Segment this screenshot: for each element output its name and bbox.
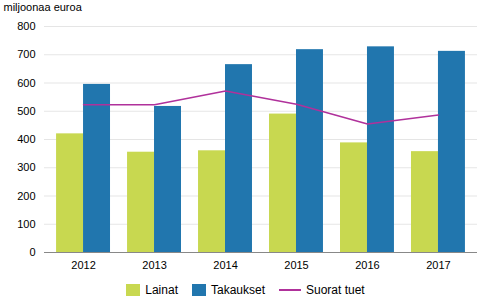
svg-text:800: 800 <box>17 20 35 32</box>
svg-text:400: 400 <box>17 133 35 145</box>
svg-text:200: 200 <box>17 190 35 202</box>
svg-text:0: 0 <box>29 246 35 258</box>
html-text:Lainat: Lainat <box>145 283 178 297</box>
svg-text:2017: 2017 <box>426 259 450 271</box>
svg-text:2015: 2015 <box>284 259 308 271</box>
svg-text:300: 300 <box>17 161 35 173</box>
html-text:Suorat tuet: Suorat tuet <box>306 283 365 297</box>
html-text:Takaukset: Takaukset <box>211 283 265 297</box>
svg-text:500: 500 <box>17 105 35 117</box>
svg-text:700: 700 <box>17 48 35 60</box>
svg-text:2012: 2012 <box>71 259 95 271</box>
svg-text:2013: 2013 <box>142 259 166 271</box>
svg-text:miljoonaa euroa: miljoonaa euroa <box>4 1 83 13</box>
svg-text:100: 100 <box>17 218 35 230</box>
svg-text:2016: 2016 <box>355 259 379 271</box>
svg-text:2014: 2014 <box>213 259 237 271</box>
svg-text:600: 600 <box>17 77 35 89</box>
